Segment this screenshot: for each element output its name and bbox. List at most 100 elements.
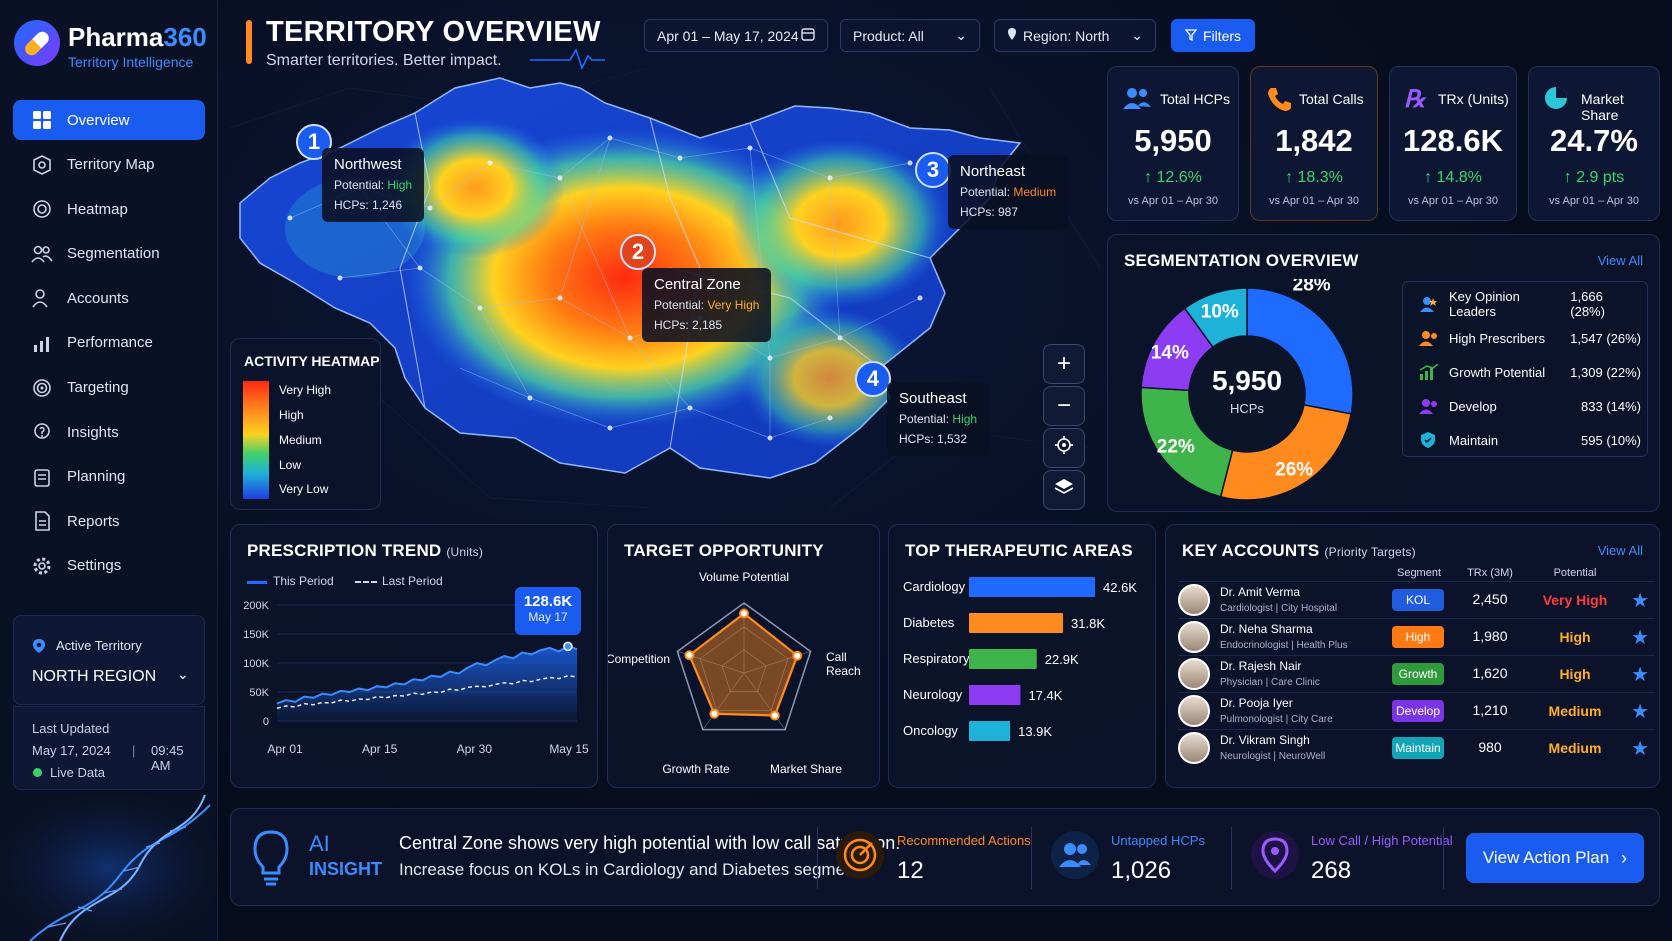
sidebar-item-heatmap[interactable]: Heatmap: [13, 189, 205, 229]
sidebar-item-settings[interactable]: Settings: [13, 546, 205, 586]
trx-value: 1,210: [1472, 702, 1508, 718]
sidebar-item-territory-map[interactable]: Territory Map: [13, 145, 205, 185]
view-action-plan-button[interactable]: View Action Plan ›: [1466, 833, 1644, 883]
zoom-in-button[interactable]: +: [1043, 344, 1085, 384]
metric-label: Low Call / High Potential: [1311, 833, 1453, 848]
location-pin-icon: [1007, 27, 1017, 44]
region-select[interactable]: Region: North ⌄: [994, 19, 1156, 52]
table-row[interactable]: Dr. Rajesh Nair Physician | Care Clinic …: [1178, 655, 1655, 692]
kpi-market-share: Market Share 24.7% ↑ 2.9 pts vs Apr 01 –…: [1528, 66, 1660, 221]
region-marker-3[interactable]: 3: [915, 152, 951, 188]
radar-area: [688, 612, 799, 717]
account-meta: Cardiologist | City Hospital: [1220, 603, 1338, 614]
sidebar-item-performance[interactable]: Performance: [13, 323, 205, 363]
users-icon: [1122, 85, 1152, 115]
divider: [1031, 827, 1032, 889]
kpi-value: 5,950: [1134, 123, 1212, 158]
bar: [969, 685, 1021, 705]
segment-row[interactable]: Growth Potential 1,309 (22%): [1419, 355, 1641, 389]
product-select[interactable]: Product: All ⌄: [840, 19, 980, 52]
divider: |: [132, 743, 136, 758]
avatar: [1178, 621, 1210, 653]
prescription-trend-chart: 200K 150K 100K 50K 0 Apr 01 Apr 15 Apr 30 May 15: [243, 600, 589, 756]
therapeutic-areas-panel: TOP THERAPEUTIC AREAS Cardiology 42.6K Dia…: [888, 524, 1156, 788]
kpi-title: Total HCPs: [1160, 91, 1231, 107]
legend-level: Low: [279, 458, 302, 472]
sidebar-item-label: Overview: [67, 111, 130, 129]
table-row[interactable]: Dr. Pooja Iyer Pulmonologist | City Care…: [1178, 692, 1655, 729]
layers-button[interactable]: [1043, 470, 1085, 510]
bar-category-label: Neurology: [903, 687, 963, 702]
trx-value: 980: [1478, 739, 1502, 755]
segment-row[interactable]: High Prescribers 1,547 (26%): [1419, 321, 1641, 355]
region-select-value: Region: North: [1023, 27, 1110, 44]
account-name: Dr. Rajesh Nair: [1220, 659, 1302, 673]
key-accounts-view-all-link[interactable]: View All: [1597, 543, 1643, 558]
page-title: TERRITORY OVERVIEW: [266, 16, 601, 48]
last-updated-date: May 17, 2024: [32, 743, 111, 758]
region-tag-southeast: Southeast Potential: High HCPs: 1,532: [887, 382, 990, 456]
bar: [969, 577, 1095, 597]
sidebar-item-targeting[interactable]: Targeting: [13, 368, 205, 408]
sidebar-item-overview[interactable]: Overview: [13, 100, 205, 140]
bar-category-label: Oncology: [903, 723, 958, 738]
table-row[interactable]: Dr. Vikram Singh Neurologist | NeuroWell…: [1178, 729, 1655, 766]
segmentation-view-all-link[interactable]: View All: [1597, 253, 1643, 268]
star-icon[interactable]: ★: [1631, 701, 1649, 723]
segment-value: 1,547 (26%): [1570, 330, 1641, 346]
table-row[interactable]: Dr. Amit Verma Cardiologist | City Hospi…: [1178, 581, 1655, 618]
y-tick-label: 100K: [243, 658, 269, 670]
sidebar-item-planning[interactable]: Planning: [13, 457, 205, 497]
kpi-delta: ↑ 18.3%: [1285, 169, 1343, 186]
segmentation-list: Key Opinion Leaders 1,666 (28%) High Pre…: [1402, 281, 1648, 457]
segmentation-title: SEGMENTATION OVERVIEW: [1124, 251, 1359, 270]
star-icon[interactable]: ★: [1631, 738, 1649, 760]
brand-name: Pharma360: [68, 22, 207, 53]
chevron-right-icon: ›: [1621, 847, 1628, 868]
table-row[interactable]: Dr. Neha Sharma Endocrinologist | Health…: [1178, 618, 1655, 655]
segment-row[interactable]: Maintain 595 (10%): [1419, 423, 1641, 457]
segment-row[interactable]: Key Opinion Leaders 1,666 (28%): [1419, 287, 1641, 321]
segment-value: 1,309 (22%): [1570, 364, 1641, 380]
date-range-picker[interactable]: Apr 01 – May 17, 2024: [644, 19, 828, 52]
avatar: [1178, 695, 1210, 727]
lightbulb-icon: [31, 421, 53, 443]
col-header-potential: Potential: [1553, 567, 1597, 579]
region-marker-4[interactable]: 4: [855, 361, 891, 397]
sidebar-item-reports[interactable]: Reports: [13, 501, 205, 541]
sidebar-item-insights[interactable]: Insights: [13, 412, 205, 452]
donut-hole: [1190, 337, 1304, 451]
zoom-out-button[interactable]: −: [1043, 386, 1085, 426]
donut-slice: [1219, 403, 1352, 501]
callout-date: May 17: [528, 610, 568, 624]
filters-button[interactable]: Filters: [1171, 19, 1255, 52]
insight-line-1: Central Zone shows very high potential w…: [399, 833, 901, 853]
dna-helix-icon: [0, 795, 218, 941]
star-icon[interactable]: ★: [1631, 590, 1649, 612]
x-tick-label: May 15: [549, 742, 589, 756]
sidebar-item-label: Planning: [67, 468, 126, 486]
donut-slice-label: 14%: [1151, 343, 1189, 364]
chevron-down-icon: ⌄: [1131, 27, 1143, 43]
region-marker-2[interactable]: 2: [620, 234, 656, 270]
star-icon[interactable]: ★: [1631, 664, 1649, 686]
segmentation-donut: 28% 26% 22% 14% 10%: [1140, 279, 1354, 501]
last-updated-label: Last Updated: [32, 721, 110, 736]
bar-value-label: 13.9K: [1018, 724, 1052, 739]
x-tick-label: Apr 30: [457, 742, 493, 756]
kpi-comparison: vs Apr 01 – Apr 30: [1408, 195, 1498, 207]
star-icon[interactable]: ★: [1631, 627, 1649, 649]
sidebar-item-accounts[interactable]: Accounts: [13, 278, 205, 318]
callout-value: 128.6K: [523, 593, 573, 610]
clipboard-icon: [31, 466, 53, 488]
sidebar-item-segmentation[interactable]: Segmentation: [13, 234, 205, 274]
region-hcps: HCPs: 1,532: [899, 432, 968, 446]
active-territory-select[interactable]: Active Territory NORTH REGION ⌄: [13, 615, 205, 705]
segment-badge: Maintain: [1392, 737, 1444, 759]
segment-row[interactable]: Develop 833 (14%): [1419, 389, 1641, 423]
locate-button[interactable]: [1043, 428, 1085, 468]
rx-icon: ℞: [1404, 86, 1426, 113]
region-tag-northeast: Northeast Potential: Medium HCPs: 987: [948, 155, 1069, 229]
therapeutic-areas-chart: Cardiology 42.6K Diabetes 31.8K Respiratory 2…: [903, 577, 1137, 741]
heatmap-icon: [31, 198, 53, 220]
